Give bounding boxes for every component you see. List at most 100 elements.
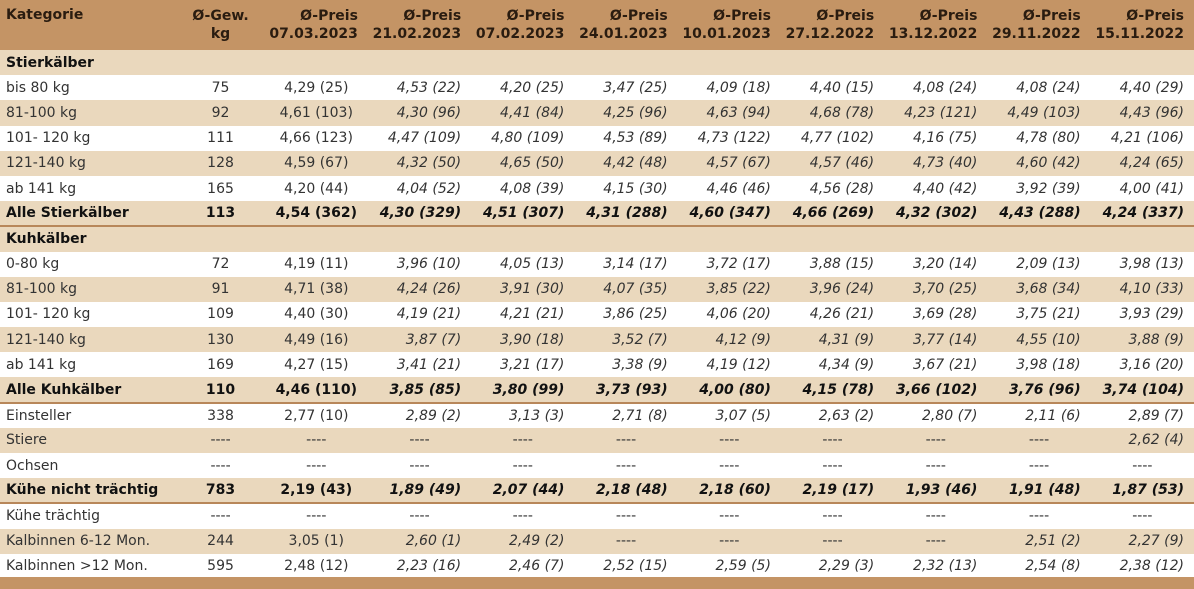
header-kategorie: Kategorie <box>0 0 177 50</box>
row-weight: ---- <box>176 427 265 453</box>
price-cell: 4,46 (110) <box>264 377 368 404</box>
price-cell: 4,19 (12) <box>677 352 781 378</box>
price-cell: 4,40 (29) <box>1090 75 1194 101</box>
price-cell: 4,73 (122) <box>677 125 781 151</box>
price-cell: 3,20 (14) <box>884 251 988 277</box>
price-cell: 4,08 (24) <box>987 75 1091 101</box>
price-cell: 3,74 (104) <box>1090 377 1194 404</box>
table-row: Kalbinnen 6-12 Mon. 244 3,05 (1) 2,60 (1) 2,… <box>0 528 1194 554</box>
price-cell: 4,05 (13) <box>471 251 575 277</box>
row-weight: 169 <box>176 352 265 378</box>
header-price-label: Ø-Preis <box>506 8 565 24</box>
row-label: Stiere <box>0 427 177 453</box>
price-cell: 4,20 (25) <box>471 75 575 101</box>
price-cell: 4,24 (65) <box>1090 150 1194 176</box>
header-price-label: Ø-Preis <box>609 8 668 24</box>
price-cell: 3,69 (28) <box>884 301 988 328</box>
row-label: 0-80 kg <box>0 251 177 277</box>
price-cell: 2,63 (2) <box>780 402 885 428</box>
price-cell: 2,32 (13) <box>884 553 988 579</box>
price-cell: 3,86 (25) <box>574 301 678 328</box>
price-cell: 2,27 (9) <box>1090 528 1194 554</box>
price-cell: 3,41 (21) <box>367 352 472 378</box>
table-row: Stiere ---- ---- ---- ---- ---- ---- ---- ---- --… <box>0 427 1194 453</box>
row-label: bis 80 kg <box>0 75 177 101</box>
table-row: Kühe trächtig ---- ---- ---- ---- ---- ---- ---… <box>0 503 1194 529</box>
row-weight: 113 <box>176 201 265 228</box>
price-cell: 4,42 (48) <box>574 150 678 176</box>
price-cell: 4,12 (9) <box>677 327 781 353</box>
price-cell: 3,80 (99) <box>471 377 575 404</box>
price-cell: 2,59 (5) <box>677 553 781 579</box>
price-cell: ---- <box>780 503 885 529</box>
table-row: 121-140 kg 130 4,49 (16) 3,87 (7) 3,90 (18) 3… <box>0 327 1194 353</box>
price-cell: ---- <box>471 453 575 479</box>
price-cell: 4,08 (24) <box>884 75 988 101</box>
price-cell: 4,57 (67) <box>677 150 781 176</box>
price-cell: 4,49 (16) <box>264 327 368 353</box>
header-price-col: Ø-Preis 07.02.2023 <box>471 0 575 50</box>
price-cell: 2,60 (1) <box>367 528 472 554</box>
row-label: ab 141 kg <box>0 175 177 202</box>
header-price-date: 07.02.2023 <box>475 26 565 42</box>
price-cell: 4,77 (102) <box>780 125 885 151</box>
price-cell: ---- <box>574 503 678 529</box>
header-price-date: 10.01.2023 <box>682 26 771 42</box>
row-weight: 130 <box>176 327 265 353</box>
price-cell: 4,46 (46) <box>677 175 781 202</box>
price-cell: 4,47 (109) <box>367 125 472 151</box>
price-cell: 4,30 (329) <box>367 201 472 228</box>
price-cell: 4,09 (18) <box>677 75 781 101</box>
price-cell: 3,16 (20) <box>1090 352 1194 378</box>
table-row: bis 80 kg 75 4,29 (25) 4,53 (22) 4,20 (25) 3,… <box>0 75 1194 101</box>
header-price-date: 27.12.2022 <box>785 26 875 42</box>
price-cell: 4,43 (288) <box>987 201 1091 228</box>
price-cell: 4,31 (288) <box>574 201 678 228</box>
header-price-date: 24.01.2023 <box>579 26 668 42</box>
price-cell: 4,40 (42) <box>884 175 988 202</box>
row-weight: 111 <box>176 125 265 151</box>
price-cell: 4,40 (15) <box>780 75 885 101</box>
price-cell: ---- <box>264 427 368 453</box>
price-cell: ---- <box>264 453 368 479</box>
price-cell: 4,26 (21) <box>780 301 885 328</box>
section-row: Stierkälber <box>0 50 1194 76</box>
price-cell: 3,21 (17) <box>471 352 575 378</box>
price-cell: 4,00 (41) <box>1090 175 1194 202</box>
price-cell: 4,59 (67) <box>264 150 368 176</box>
price-cell: 2,46 (7) <box>471 553 575 579</box>
price-cell: 2,18 (60) <box>677 478 781 505</box>
price-cell: 2,11 (6) <box>987 402 1091 428</box>
price-cell: 3,73 (93) <box>574 377 678 404</box>
price-cell: 2,29 (3) <box>780 553 885 579</box>
price-cell: 2,51 (2) <box>987 528 1091 554</box>
price-cell: 4,15 (30) <box>574 175 678 202</box>
price-cell: ---- <box>471 503 575 529</box>
price-cell: 4,31 (9) <box>780 327 885 353</box>
price-cell: 3,92 (39) <box>987 175 1091 202</box>
price-cell: ---- <box>574 528 678 554</box>
row-weight: 165 <box>176 175 265 202</box>
price-cell: 4,57 (46) <box>780 150 885 176</box>
price-cell: 2,19 (43) <box>264 478 368 505</box>
price-cell: 2,71 (8) <box>574 402 678 428</box>
price-cell: 3,66 (102) <box>884 377 988 404</box>
price-cell: 4,41 (84) <box>471 100 575 126</box>
row-weight: 92 <box>176 100 265 126</box>
price-cell: 4,24 (26) <box>367 276 472 302</box>
price-cell: 2,52 (15) <box>574 553 678 579</box>
row-label: Kalbinnen >12 Mon. <box>0 553 177 579</box>
price-cell: ---- <box>264 503 368 529</box>
section-label: Stierkälber <box>0 50 1194 76</box>
total-row: Alle Kuhkälber 110 4,46 (110) 3,85 (85) 3,80… <box>0 377 1194 404</box>
header-gewicht-line2: kg <box>210 26 231 42</box>
price-cell: ---- <box>780 528 885 554</box>
price-cell: ---- <box>367 503 472 529</box>
table-row: 101- 120 kg 109 4,40 (30) 4,19 (21) 4,21 (21… <box>0 301 1194 328</box>
price-cell: 3,98 (18) <box>987 352 1091 378</box>
price-cell: 4,40 (30) <box>264 301 368 328</box>
price-cell: 4,56 (28) <box>780 175 885 202</box>
header-gewicht-line1: Ø-Gew. <box>192 8 249 24</box>
row-label: Kühe trächtig <box>0 503 177 529</box>
price-cell: 4,51 (307) <box>471 201 575 228</box>
